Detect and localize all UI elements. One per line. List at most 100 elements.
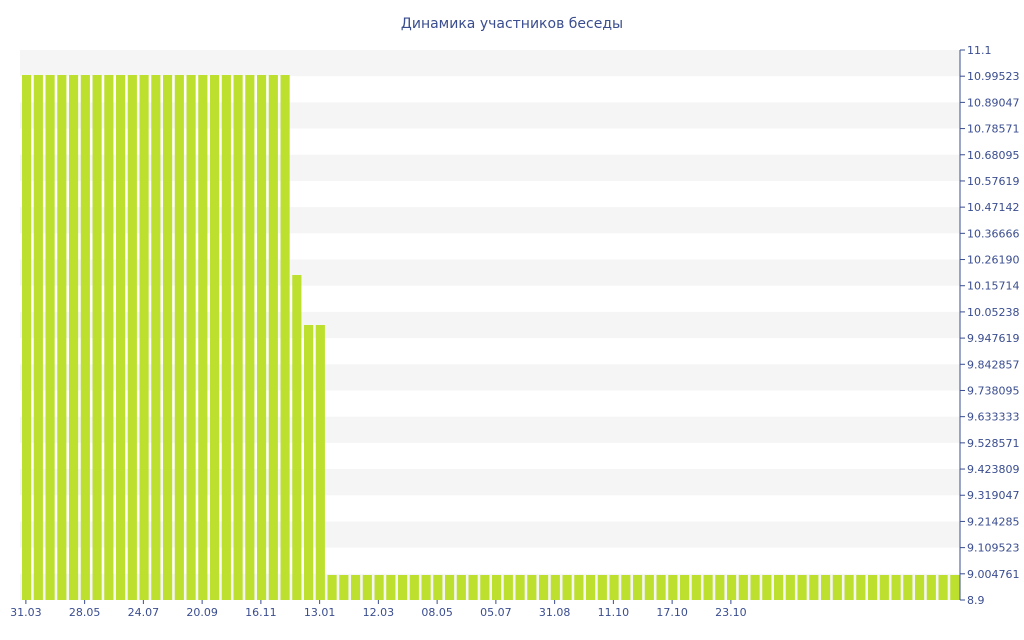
- x-tick-label: 11.10: [598, 606, 630, 619]
- bar: [127, 75, 137, 600]
- bar: [515, 575, 525, 600]
- y-tick-label: 9.004761: [967, 568, 1020, 581]
- y-tick-label: 10.89047: [967, 96, 1020, 109]
- y-tick-label: 9.109523: [967, 542, 1020, 555]
- y-tick-label: 9.738095: [967, 384, 1020, 397]
- bar: [503, 575, 513, 600]
- bar: [351, 575, 361, 600]
- bar: [80, 75, 90, 600]
- bar: [57, 75, 67, 600]
- bar: [562, 575, 572, 600]
- bar: [198, 75, 208, 600]
- bar: [809, 575, 819, 600]
- x-tick-label: 12.03: [363, 606, 395, 619]
- bar: [656, 575, 666, 600]
- y-tick-label: 10.15714: [967, 280, 1020, 293]
- y-tick-label: 10.26190: [967, 254, 1020, 267]
- bar: [151, 75, 161, 600]
- bar: [186, 75, 196, 600]
- bar: [915, 575, 925, 600]
- x-tick-label: 31.03: [10, 606, 42, 619]
- bar: [116, 75, 126, 600]
- bar: [680, 575, 690, 600]
- bar: [774, 575, 784, 600]
- y-tick-label: 10.68095: [967, 149, 1020, 162]
- x-tick-label: 08.05: [421, 606, 453, 619]
- bar: [445, 575, 455, 600]
- x-tick-label: 28.05: [69, 606, 101, 619]
- y-tick-label: 10.47142: [967, 201, 1020, 214]
- bar: [750, 575, 760, 600]
- bar: [45, 75, 55, 600]
- bar: [268, 75, 278, 600]
- bar: [550, 575, 560, 600]
- bar: [398, 575, 408, 600]
- bar: [597, 575, 607, 600]
- bar: [891, 575, 901, 600]
- grid-band: [20, 469, 960, 496]
- bar: [339, 575, 349, 600]
- y-tick-label: 9.214285: [967, 515, 1020, 528]
- bar: [621, 575, 631, 600]
- y-tick-label: 10.78571: [967, 123, 1020, 136]
- bar: [163, 75, 173, 600]
- x-tick-label: 20.09: [186, 606, 218, 619]
- bar: [668, 575, 678, 600]
- bar-series: [22, 75, 960, 600]
- y-tick-label: 10.57619: [967, 175, 1020, 188]
- y-tick-label: 11.1: [967, 44, 992, 57]
- bar: [409, 575, 419, 600]
- bar: [539, 575, 549, 600]
- bar: [844, 575, 854, 600]
- y-tick-label: 9.319047: [967, 489, 1020, 502]
- x-tick-label: 05.07: [480, 606, 512, 619]
- bar: [139, 75, 149, 600]
- bar: [821, 575, 831, 600]
- x-tick-label: 16.11: [245, 606, 277, 619]
- grid-band: [20, 207, 960, 234]
- grid-band: [20, 311, 960, 339]
- bar: [879, 575, 889, 600]
- y-tick-label: 10.05238: [967, 306, 1020, 319]
- bar: [327, 575, 337, 600]
- bar: [292, 275, 302, 600]
- bar: [633, 575, 643, 600]
- bar: [174, 75, 184, 600]
- bar: [903, 575, 913, 600]
- bar: [421, 575, 431, 600]
- grid-band: [20, 259, 960, 286]
- grid-band: [20, 573, 960, 600]
- x-tick-label: 17.10: [656, 606, 688, 619]
- x-tick-label: 13.01: [304, 606, 336, 619]
- y-tick-label: 9.947619: [967, 332, 1020, 345]
- bar: [762, 575, 772, 600]
- bar: [315, 325, 325, 600]
- bar: [926, 575, 936, 600]
- bar: [738, 575, 748, 600]
- x-axis-ticks: 31.03 28.05 24.07 20.09 16.11 13.01 12.03 08.05…: [10, 600, 747, 619]
- bar: [950, 575, 960, 600]
- bar: [374, 575, 384, 600]
- bar: [456, 575, 466, 600]
- bar: [644, 575, 654, 600]
- y-tick-label: 10.99523: [967, 70, 1020, 83]
- bar: [609, 575, 619, 600]
- bar: [574, 575, 584, 600]
- grid-bands: [20, 50, 960, 600]
- bar: [715, 575, 725, 600]
- bar: [69, 75, 79, 600]
- bar: [691, 575, 701, 600]
- bar: [233, 75, 243, 600]
- x-tick-label: 31.08: [539, 606, 571, 619]
- bar: [832, 575, 842, 600]
- bar: [22, 75, 32, 600]
- bar: [492, 575, 502, 600]
- bar: [586, 575, 596, 600]
- bar: [92, 75, 102, 600]
- bar: [386, 575, 396, 600]
- bar: [468, 575, 478, 600]
- bar: [727, 575, 737, 600]
- bar: [33, 75, 43, 600]
- bar: [210, 75, 220, 600]
